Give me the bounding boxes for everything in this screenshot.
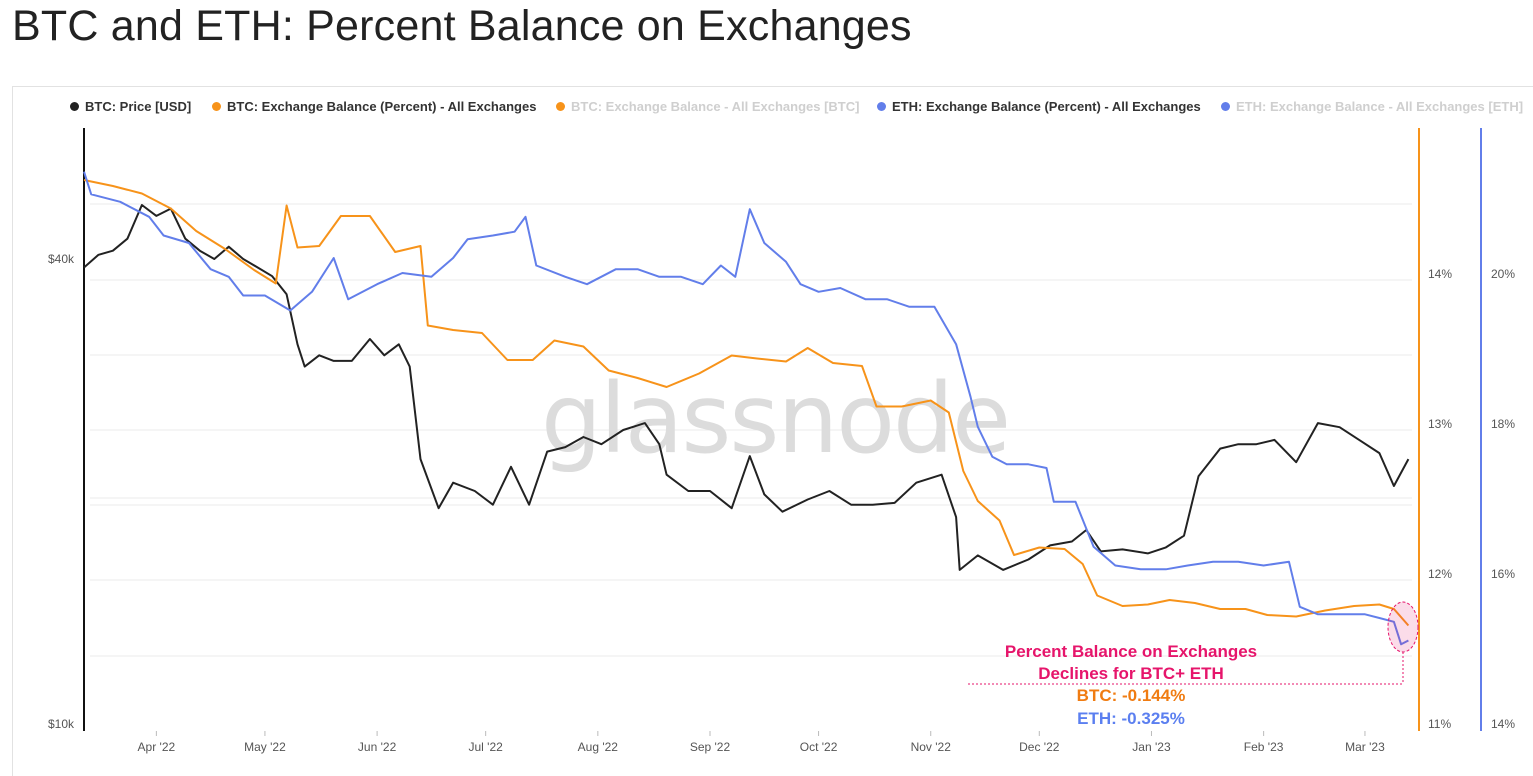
x-tick-label: Nov '22 xyxy=(911,740,952,754)
legend-item-btc-price[interactable]: BTC: Price [USD] xyxy=(70,97,191,115)
series-line xyxy=(83,179,1410,627)
eth-percent-tick-label: 14% xyxy=(1491,717,1515,731)
x-tick-label: Feb '23 xyxy=(1244,740,1284,754)
x-tick-label: Sep '22 xyxy=(690,740,731,754)
legend-item-eth-balance-percent[interactable]: ETH: Exchange Balance (Percent) - All Ex… xyxy=(877,97,1201,115)
chart-frame xyxy=(12,86,1533,776)
annotation: Percent Balance on Exchanges Declines for… xyxy=(968,601,1419,728)
eth-percent-tick-label: 18% xyxy=(1491,417,1515,431)
legend-dot-icon xyxy=(212,101,221,111)
grid-lines xyxy=(90,203,1412,657)
page-title: BTC and ETH: Percent Balance on Exchange… xyxy=(12,2,912,50)
price-axis-tick-label: $10k xyxy=(48,717,75,731)
legend-label: ETH: Exchange Balance (Percent) - All Ex… xyxy=(892,98,1201,114)
x-tick-label: Aug '22 xyxy=(578,740,619,754)
annotation-btc-change: BTC: -0.144% xyxy=(1077,686,1186,705)
x-tick-label: May '22 xyxy=(244,740,286,754)
eth-percent-tick-label: 20% xyxy=(1491,267,1515,281)
legend-dot-icon xyxy=(556,101,565,111)
x-tick-label: Apr '22 xyxy=(138,740,176,754)
x-tick-label: Oct '22 xyxy=(800,740,838,754)
x-tick-label: Jun '22 xyxy=(358,740,397,754)
x-tick-label: Dec '22 xyxy=(1019,740,1060,754)
legend-item-btc-balance-btc[interactable]: BTC: Exchange Balance - All Exchanges [B… xyxy=(556,97,859,115)
btc-percent-tick-label: 11% xyxy=(1428,717,1451,731)
legend-label: ETH: Exchange Balance - All Exchanges [E… xyxy=(1236,98,1524,114)
legend-label: BTC: Exchange Balance - All Exchanges [B… xyxy=(571,98,860,114)
axes: $40k $10k 14% 13% 12% 11% 20% 18% 16% 14% Apr '22 M… xyxy=(48,128,1515,754)
watermark: glassnode xyxy=(541,363,1009,475)
eth-percent-tick-label: 16% xyxy=(1491,567,1515,581)
highlight-ellipse xyxy=(1387,601,1419,653)
series-line xyxy=(83,204,1410,571)
series-lines xyxy=(83,171,1410,646)
legend-dot-icon xyxy=(70,101,79,111)
price-axis-tick-label: $40k xyxy=(48,252,75,266)
legend-item-eth-balance-eth[interactable]: ETH: Exchange Balance - All Exchanges [E… xyxy=(1221,97,1523,115)
btc-percent-tick-label: 12% xyxy=(1428,567,1452,581)
series-line xyxy=(83,171,1409,646)
x-tick-label: Jul '22 xyxy=(469,740,504,754)
annotation-headline: Declines for BTC+ ETH xyxy=(1038,664,1224,683)
legend-item-btc-balance-percent[interactable]: BTC: Exchange Balance (Percent) - All Ex… xyxy=(212,97,536,115)
btc-percent-tick-label: 14% xyxy=(1428,267,1452,281)
btc-percent-tick-label: 13% xyxy=(1428,417,1452,431)
legend-dot-icon xyxy=(1221,101,1230,111)
x-tick-label: Mar '23 xyxy=(1345,740,1385,754)
legend-label: BTC: Exchange Balance (Percent) - All Ex… xyxy=(227,98,537,114)
legend-dot-icon xyxy=(877,101,886,111)
annotation-eth-change: ETH: -0.325% xyxy=(1077,709,1185,728)
x-tick-label: Jan '23 xyxy=(1132,740,1171,754)
annotation-headline: Percent Balance on Exchanges xyxy=(1005,642,1257,661)
legend-label: BTC: Price [USD] xyxy=(85,98,192,114)
